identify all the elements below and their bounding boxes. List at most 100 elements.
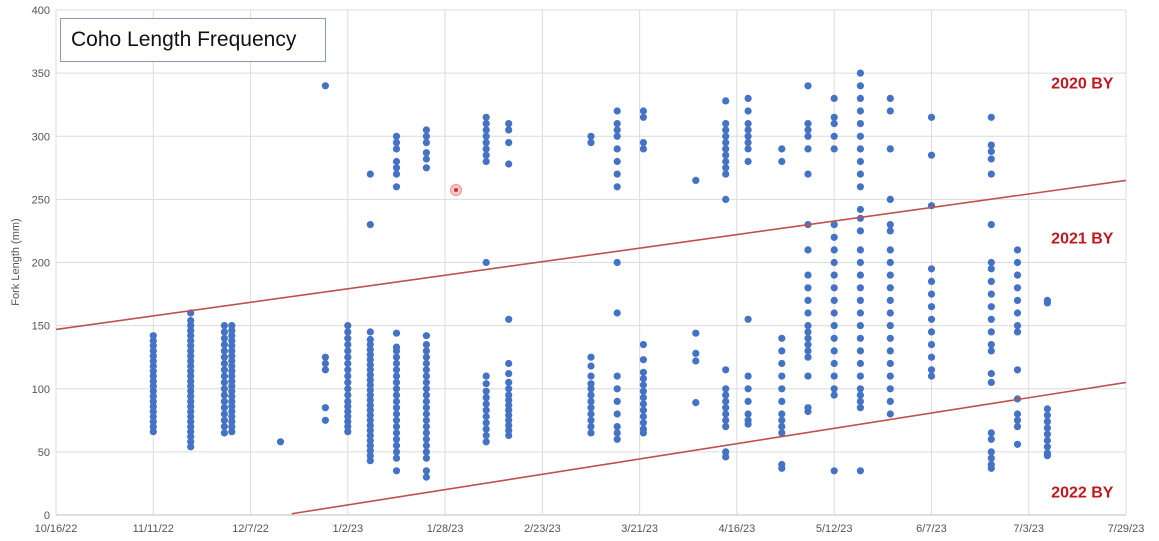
data-point [228, 337, 236, 345]
data-point [392, 139, 401, 147]
data-point [927, 328, 936, 336]
data-point [804, 341, 812, 349]
data-point [613, 258, 621, 267]
data-point [830, 322, 838, 330]
data-point [228, 322, 236, 330]
data-point [422, 391, 430, 399]
data-point [830, 296, 838, 304]
data-point [886, 385, 894, 393]
data-point [187, 322, 195, 330]
data-point [744, 420, 752, 428]
data-point [830, 385, 838, 393]
data-point [482, 132, 490, 140]
data-point [344, 423, 352, 431]
data-point [587, 423, 595, 431]
data-point [886, 372, 894, 380]
data-point [722, 448, 730, 456]
data-point [830, 246, 838, 254]
data-point [220, 410, 228, 418]
data-point [1013, 423, 1022, 431]
data-point [344, 418, 352, 426]
data-point [220, 385, 228, 393]
x-tick-label: 11/11/22 [133, 523, 174, 535]
x-tick-label: 4/16/23 [719, 523, 756, 535]
data-point [927, 353, 936, 361]
data-point [505, 426, 513, 434]
data-point [422, 435, 430, 443]
data-point [744, 145, 752, 153]
data-point [228, 347, 236, 355]
data-point [639, 387, 648, 395]
y-tick-label: 200 [32, 258, 50, 270]
data-point [220, 353, 228, 361]
data-point [927, 366, 936, 374]
data-point [886, 347, 894, 355]
data-point [1043, 443, 1051, 451]
data-point [987, 277, 995, 285]
data-point [187, 407, 195, 416]
data-point [187, 438, 195, 446]
data-point [830, 372, 838, 380]
data-point [639, 341, 648, 349]
data-point [744, 397, 752, 405]
data-point [344, 391, 352, 399]
data-point [830, 94, 838, 102]
boundary-line [55, 179, 1127, 331]
data-point [987, 155, 995, 163]
brood-year-label: 2022 BY [1051, 484, 1114, 501]
data-point [149, 337, 157, 345]
data-point [927, 113, 936, 121]
data-point [482, 157, 490, 166]
data-point [987, 328, 995, 336]
data-point [927, 290, 936, 298]
data-point [392, 359, 401, 368]
data-point [744, 126, 752, 134]
data-point [392, 157, 401, 166]
data-point [987, 303, 995, 311]
data-point [722, 151, 730, 159]
data-point [692, 399, 700, 407]
data-point [366, 416, 374, 424]
data-point [856, 82, 865, 90]
data-point [228, 342, 236, 350]
x-tick-label: 2/23/23 [524, 523, 561, 535]
data-point [482, 438, 490, 446]
data-point [830, 271, 838, 279]
data-point [1013, 246, 1022, 254]
data-point [830, 467, 838, 475]
data-point [392, 183, 401, 191]
x-tick-label: 7/3/23 [1013, 523, 1044, 535]
data-point [856, 183, 865, 191]
data-point [187, 423, 195, 431]
data-point [613, 372, 621, 380]
data-point [804, 170, 812, 178]
data-point [482, 151, 490, 159]
data-point [366, 366, 374, 374]
data-point [692, 349, 700, 357]
data-point [639, 419, 648, 427]
x-tick-label: 1/2/23 [333, 523, 364, 535]
data-point [366, 406, 374, 414]
data-point [422, 359, 430, 368]
data-point [392, 410, 401, 418]
data-point [344, 366, 352, 374]
data-point [804, 120, 812, 128]
y-tick-label: 50 [38, 447, 50, 459]
data-point [482, 431, 490, 440]
data-point [722, 453, 730, 461]
annotations: 2020 BY 2021 BY 2022 BY [1051, 75, 1114, 501]
data-point [886, 246, 894, 254]
data-point [927, 265, 936, 273]
data-point [505, 370, 513, 378]
data-point [505, 391, 513, 399]
data-point [505, 396, 513, 404]
data-points [149, 69, 1051, 481]
data-point [344, 385, 352, 393]
data-point [392, 145, 401, 153]
data-point [987, 147, 995, 155]
data-point [392, 397, 401, 405]
data-point [505, 421, 513, 429]
data-point [587, 139, 595, 147]
data-point [722, 132, 730, 140]
data-point [613, 170, 621, 178]
